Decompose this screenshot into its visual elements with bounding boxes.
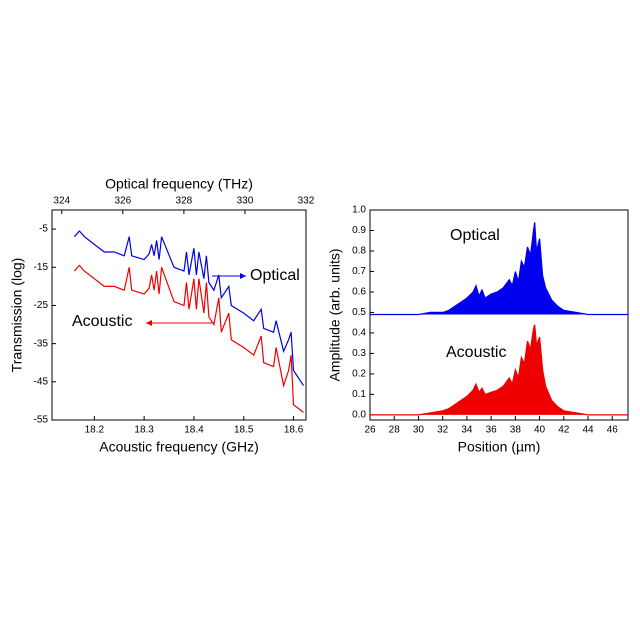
y-tick-label: 0.1: [352, 389, 366, 400]
area: [370, 324, 628, 415]
y-axis-title: Transmission (log): [9, 258, 25, 373]
x-tick-label: 18.3: [134, 425, 154, 436]
plot-frame: [51, 209, 307, 421]
x2-axis-title: Optical frequency (THz): [105, 176, 253, 192]
x-tick-label: 42: [558, 425, 570, 436]
y-tick-label: -35: [34, 338, 49, 349]
x-tick-label: 18.2: [85, 425, 105, 436]
x-tick-label: 18.4: [184, 425, 204, 436]
x2-tick-label: 330: [237, 196, 254, 207]
x-tick-label: 36: [486, 425, 498, 436]
y-tick-label: 0.6: [352, 287, 366, 298]
y-tick-label: -15: [34, 262, 49, 273]
line: [370, 222, 628, 316]
y-tick-label: 0.8: [352, 246, 366, 257]
y-tick-label: 0.0: [352, 410, 366, 421]
x-tick-label: 18.6: [284, 425, 304, 436]
annotation: Acoustic: [72, 313, 132, 330]
x-tick-label: 30: [413, 425, 425, 436]
x-tick-label: 26: [364, 425, 376, 436]
y-tick-label: 1.0: [352, 205, 366, 216]
x2-tick-label: 332: [298, 196, 315, 207]
x-axis-title: Position (µm): [458, 439, 541, 455]
x-tick-label: 34: [461, 425, 473, 436]
annotation: Optical: [450, 227, 500, 244]
y-tick-label: 0.9: [352, 225, 366, 236]
area: [370, 222, 628, 315]
y-tick-label: -45: [34, 376, 49, 387]
x-tick-label: 28: [389, 425, 401, 436]
x2-tick-label: 326: [114, 196, 131, 207]
x-tick-label: 38: [510, 425, 522, 436]
y-tick-label: 0.5: [352, 307, 366, 318]
arrow-head: [240, 273, 246, 279]
x-tick-label: 44: [582, 425, 594, 436]
y-tick-label: 0.4: [352, 328, 366, 339]
y-tick-label: -25: [34, 300, 49, 311]
y-axis-title: Amplitude (arb. units): [327, 248, 343, 381]
y-tick-label: 0.3: [352, 348, 366, 359]
x2-tick-label: 328: [176, 196, 193, 207]
x2-tick-label: 324: [53, 196, 70, 207]
x-tick-label: 32: [437, 425, 449, 436]
y-tick-label: 0.7: [352, 266, 366, 277]
annotation: Acoustic: [446, 344, 506, 361]
line: [370, 324, 628, 416]
annotation: Optical: [250, 267, 300, 284]
x-axis-title: Acoustic frequency (GHz): [99, 439, 259, 455]
x-tick-label: 40: [534, 425, 546, 436]
x-tick-label: 46: [607, 425, 619, 436]
y-tick-label: 0.2: [352, 369, 366, 380]
arrow-head: [146, 320, 152, 326]
line: [73, 230, 305, 386]
x-tick-label: 18.5: [234, 425, 254, 436]
y-tick-label: -55: [34, 415, 49, 426]
line: [73, 264, 304, 413]
y-tick-label: -5: [39, 224, 48, 235]
